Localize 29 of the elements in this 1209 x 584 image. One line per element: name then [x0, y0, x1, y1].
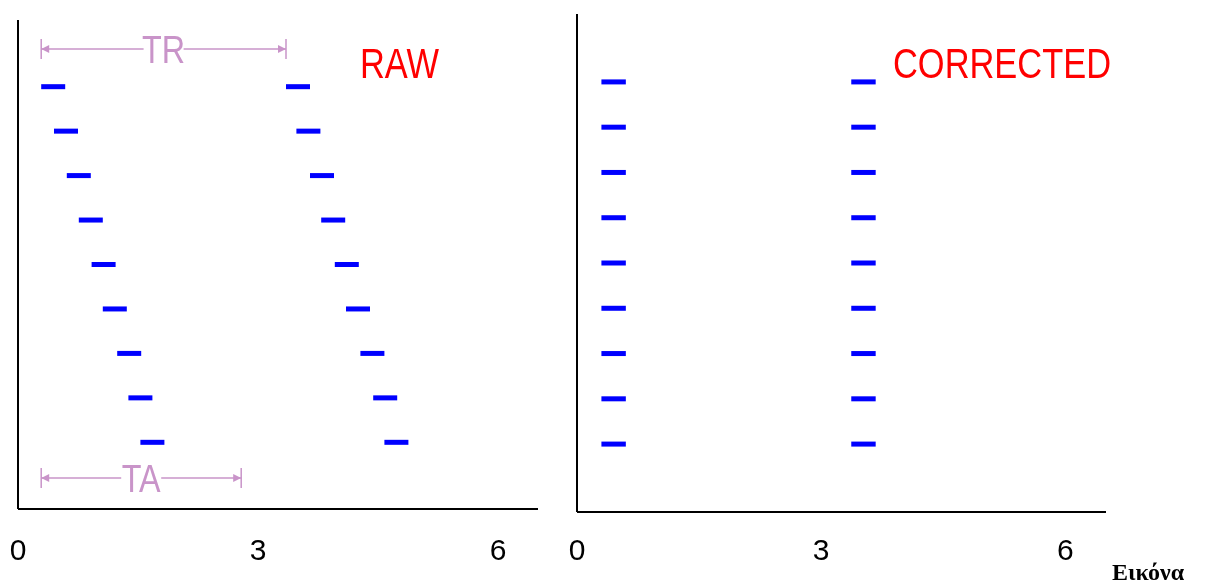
text: CORRECTED	[893, 39, 1112, 87]
x-tick-label: 6	[1056, 533, 1074, 566]
bar	[346, 306, 370, 312]
bar	[334, 262, 359, 267]
bar	[321, 217, 346, 223]
x-tick-label: 0	[9, 533, 27, 566]
bar	[286, 84, 310, 90]
bar	[296, 128, 321, 134]
bar	[41, 84, 66, 90]
bar	[360, 350, 385, 356]
bar	[128, 395, 153, 401]
bar	[373, 395, 398, 401]
bar	[102, 306, 127, 312]
bar	[78, 217, 103, 223]
text: Εικόνα	[1112, 559, 1185, 584]
annotation: TA	[121, 457, 162, 500]
x-tick-label: 3	[812, 533, 830, 566]
text: RAW	[360, 39, 440, 87]
bar	[384, 439, 409, 445]
x-tick-label: 0	[568, 533, 586, 566]
bar	[91, 262, 116, 267]
x-tick-label: 6	[489, 533, 507, 566]
bar	[310, 173, 334, 179]
bar	[117, 350, 142, 356]
x-tick-label: 3	[249, 533, 267, 566]
bar	[54, 128, 78, 134]
bar	[140, 439, 165, 445]
bar	[66, 173, 91, 179]
annotation: TR	[142, 28, 186, 71]
